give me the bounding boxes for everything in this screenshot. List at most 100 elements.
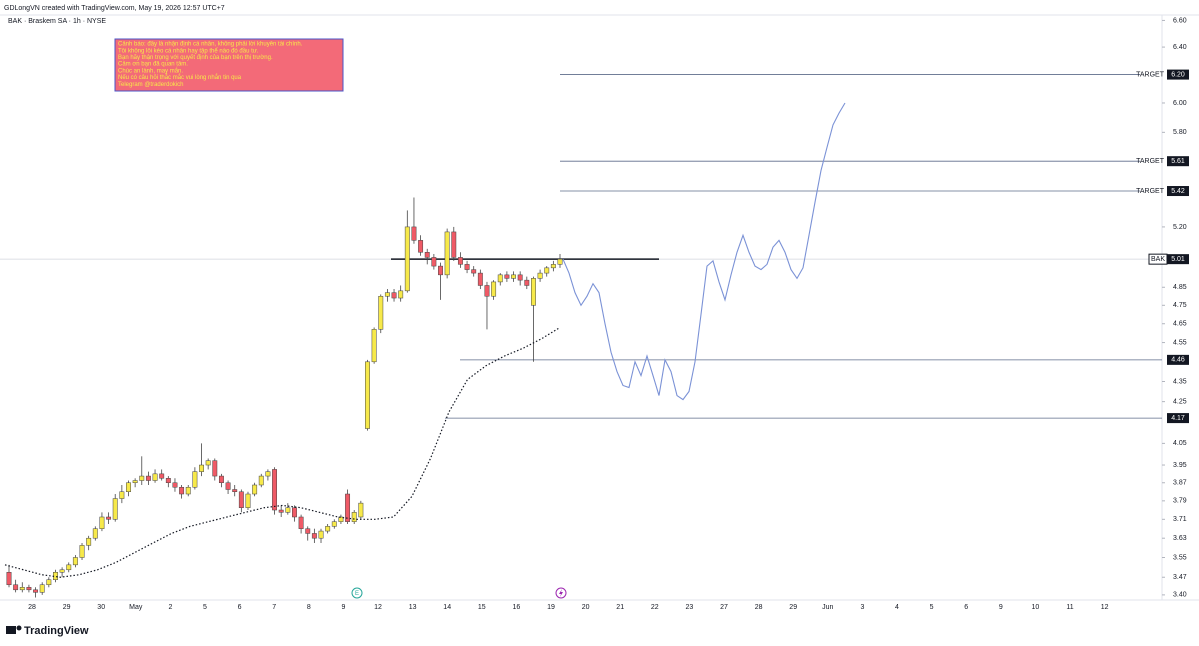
note: Cảnh báo: đây là nhận định cá nhân, khôn… xyxy=(118,42,303,88)
price-box xyxy=(1167,156,1189,167)
x-tick-label: 6 xyxy=(238,604,242,611)
x-tick-label: 12 xyxy=(1101,604,1109,611)
y-tick-label: 4.05 xyxy=(1173,440,1187,447)
y-tick-label: 6.60 xyxy=(1173,17,1187,24)
candle-body xyxy=(371,329,377,363)
candle-body xyxy=(258,475,264,486)
y-tick-label: 3.63 xyxy=(1173,535,1187,542)
candle-body xyxy=(298,516,304,529)
x-tick-label: 5 xyxy=(203,604,207,611)
level-name: TARGET xyxy=(1136,158,1165,165)
candle-body xyxy=(212,460,218,477)
y-tick-label: 4.25 xyxy=(1173,398,1187,405)
candle-body xyxy=(497,274,503,283)
x-tick-label: 3 xyxy=(860,604,864,611)
x-tick-label: 9 xyxy=(999,604,1003,611)
candle-body xyxy=(524,279,530,286)
candle-body xyxy=(404,226,410,292)
candle-body xyxy=(365,361,370,429)
candle-body xyxy=(66,564,72,571)
level-price: 6.20 xyxy=(1171,71,1185,78)
candle-body xyxy=(351,512,357,522)
candle-body xyxy=(39,584,45,593)
candle-body xyxy=(305,528,311,534)
candle-body xyxy=(504,274,510,279)
chart-title: BAK · Braskem SA · 1h · NYSE xyxy=(8,18,106,25)
candle-body xyxy=(530,278,536,306)
candle-body xyxy=(537,272,543,279)
x-tick-label: 20 xyxy=(582,604,590,611)
candle-body xyxy=(318,530,324,539)
candle-body xyxy=(238,491,244,508)
x-tick-label: 7 xyxy=(272,604,276,611)
brand: TradingView xyxy=(24,625,89,637)
candle-body xyxy=(278,509,284,513)
candle-body xyxy=(179,486,185,495)
candle-body xyxy=(199,464,204,472)
candle-body xyxy=(165,478,171,484)
x-tick-label: Jun xyxy=(822,604,833,611)
level-price: 4.46 xyxy=(1171,357,1185,364)
candle-body xyxy=(345,493,351,522)
level-name: TARGET xyxy=(1136,188,1165,195)
y-tick-label: 3.87 xyxy=(1173,480,1187,487)
note-line: Cảnh báo: đây là nhận định cá nhân, khôn… xyxy=(118,42,303,48)
x-tick-label: 19 xyxy=(547,604,555,611)
candle-body xyxy=(218,475,224,484)
x-tick-label: 12 xyxy=(374,604,382,611)
level-price: 5.42 xyxy=(1171,188,1185,195)
candle-body xyxy=(557,258,563,265)
candle-body xyxy=(477,272,483,286)
candle-body xyxy=(464,264,470,270)
candle-body xyxy=(457,257,463,265)
y-tick-label: 3.95 xyxy=(1173,462,1187,469)
note-line: Nếu có câu hỏi thắc mắc vui lòng nhắn ti… xyxy=(118,74,242,81)
y-tick-label: 3.40 xyxy=(1173,592,1187,599)
x-tick-label: 9 xyxy=(341,604,345,611)
note-line: Bạn hãy thận trọng với quyết định của bạ… xyxy=(118,54,273,61)
event-marker xyxy=(351,587,363,599)
projection xyxy=(562,102,846,401)
candle-body xyxy=(378,295,384,330)
event-label: E xyxy=(355,591,359,597)
y-tick-label: 3.47 xyxy=(1173,574,1187,581)
candle-body xyxy=(185,486,191,495)
level-price: 4.17 xyxy=(1171,415,1185,422)
candle-body xyxy=(517,274,523,281)
candle-body xyxy=(225,482,231,490)
price-box xyxy=(1167,69,1189,80)
x-tick-label: 29 xyxy=(63,604,71,611)
candle-body xyxy=(391,292,397,299)
candle-body xyxy=(471,269,477,274)
x-tick-label: 28 xyxy=(755,604,763,611)
candle-body xyxy=(384,292,390,297)
y-tick-label: 4.85 xyxy=(1173,284,1187,291)
x-tick-label: 11 xyxy=(1066,604,1073,611)
candle-body xyxy=(119,491,125,499)
name-box xyxy=(1148,253,1168,265)
price-box xyxy=(1167,354,1189,365)
note-line: Chúc an lành, may mắn. xyxy=(118,67,183,74)
candle-body xyxy=(112,498,118,520)
y-tick-label: 5.20 xyxy=(1173,224,1187,231)
candle-body xyxy=(145,475,151,481)
candle-body xyxy=(285,507,291,513)
candle-body xyxy=(511,274,516,279)
level-name: TARGET xyxy=(1136,71,1165,78)
x-tick-label: 30 xyxy=(97,604,105,611)
credit: GDLongVN created with TradingView.com, M… xyxy=(4,5,225,12)
candle-body xyxy=(92,528,98,539)
x-tick-label: 27 xyxy=(720,604,728,611)
candle-body xyxy=(292,507,297,518)
candle-body xyxy=(139,475,145,481)
candle-body xyxy=(245,493,251,508)
candle-body xyxy=(132,480,138,484)
candle-body xyxy=(59,569,65,573)
candle-body xyxy=(438,265,443,276)
price-box xyxy=(1167,254,1189,265)
candle-body xyxy=(86,537,92,546)
candle-body xyxy=(358,502,364,518)
x-tick-label: 2 xyxy=(168,604,172,611)
candle-body xyxy=(19,587,25,591)
